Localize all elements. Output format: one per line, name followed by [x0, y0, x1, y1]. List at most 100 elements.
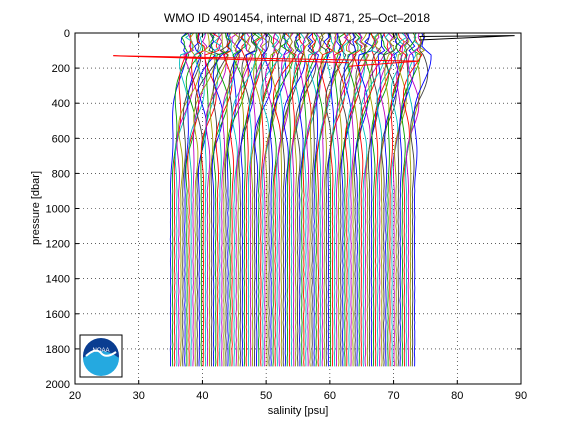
profile-line: [213, 33, 233, 367]
profile-line: [299, 33, 320, 367]
profile-line: [303, 33, 322, 367]
profile-line: [204, 33, 223, 367]
profile-line: [276, 33, 291, 367]
profile-line: [281, 33, 299, 367]
profile-line: [314, 33, 332, 367]
profile-line: [290, 33, 306, 367]
outlier-spike: [113, 55, 420, 67]
y-axis-ticks: 0 200 400 600 800 1000 1200 1400 1600 1800 2000: [46, 28, 521, 391]
profile-line: [339, 33, 357, 367]
logo-text: NOAA: [92, 348, 109, 354]
profile-line: [169, 33, 188, 367]
profile-line: [265, 33, 282, 367]
profile-line: [332, 33, 350, 367]
profile-line: [277, 33, 294, 367]
profile-line: [327, 33, 342, 367]
profile-line: [353, 33, 370, 367]
profile-line: [399, 33, 416, 367]
profile-line: [224, 33, 242, 367]
profile-line: [237, 33, 255, 367]
profile-line: [359, 33, 377, 367]
y-tick-label: 1000: [46, 204, 70, 216]
profile-line: [316, 33, 334, 367]
profile-line: [174, 33, 194, 367]
profile-line: [215, 33, 233, 367]
x-axis-label: salinity [psu]: [268, 405, 329, 417]
profile-line: [184, 33, 202, 367]
profile-line: [238, 33, 257, 367]
profile-line: [286, 33, 304, 367]
x-axis-ticks: 20 30 40 50 60 70 80 90: [69, 33, 527, 402]
y-tick-label: 1600: [46, 309, 70, 321]
profile-line: [280, 33, 295, 367]
profile-line: [245, 33, 263, 367]
profile-line: [413, 33, 432, 367]
profile-line: [306, 33, 321, 367]
profile-line: [389, 33, 407, 367]
profile-line: [223, 33, 240, 367]
profile-line: [249, 33, 267, 367]
profile-line: [250, 33, 269, 367]
profile-line: [301, 33, 318, 367]
x-tick-label: 40: [196, 390, 208, 402]
outlier-surface-spike: [419, 35, 515, 41]
chart-title: WMO ID 4901454, internal ID 4871, 25–Oct…: [164, 11, 430, 25]
y-tick-label: 600: [52, 133, 70, 145]
profile-line: [226, 33, 244, 367]
profile-line: [350, 33, 368, 367]
profile-line: [205, 33, 227, 367]
y-tick-label: 200: [52, 63, 70, 75]
profile-line: [360, 33, 385, 367]
profile-line: [272, 33, 297, 367]
x-tick-label: 80: [451, 390, 463, 402]
profile-line: [187, 33, 205, 367]
profile-line: [260, 33, 279, 367]
profile-line: [371, 33, 389, 367]
x-tick-label: 20: [69, 390, 81, 402]
profile-line: [254, 33, 273, 367]
profile-line: [210, 33, 229, 367]
profile-line: [269, 33, 287, 367]
profile-line: [380, 33, 397, 367]
profile-line: [260, 33, 283, 367]
profile-line: [211, 33, 230, 367]
profile-line: [197, 33, 216, 367]
profile-line: [288, 33, 305, 367]
profile-line: [309, 33, 326, 367]
x-tick-label: 70: [387, 390, 399, 402]
y-tick-label: 1800: [46, 344, 70, 356]
profile-line: [357, 33, 375, 367]
profile-line: [171, 33, 190, 367]
y-tick-label: 400: [52, 98, 70, 110]
profile-line: [193, 33, 216, 367]
profile-line: [366, 33, 382, 367]
profile-line: [378, 33, 394, 367]
profile-line: [271, 33, 294, 367]
x-tick-label: 50: [260, 390, 272, 402]
profile-line: [338, 33, 357, 367]
profile-line: [253, 33, 271, 367]
profile-line: [392, 33, 409, 367]
profile-line: [401, 33, 421, 367]
profile-line: [185, 33, 204, 367]
y-tick-label: 2000: [46, 379, 70, 391]
y-tick-label: 800: [52, 168, 70, 180]
profile-line: [344, 33, 363, 367]
profile-line: [335, 33, 354, 367]
outlier-lines: [113, 35, 515, 67]
profile-line: [258, 33, 275, 367]
y-tick-label: 1400: [46, 274, 70, 286]
profile-line: [247, 33, 267, 367]
profile-line: [176, 33, 194, 367]
x-tick-label: 90: [515, 390, 527, 402]
noaa-logo: NOAA: [79, 334, 123, 378]
profile-line: [387, 33, 402, 367]
profile-line: [341, 33, 357, 367]
profile-line: [390, 33, 409, 367]
y-tick-label: 0: [64, 28, 70, 40]
profile-line: [263, 33, 280, 367]
profile-line: [406, 33, 422, 367]
profile-line: [329, 33, 346, 367]
profile-line: [367, 33, 384, 367]
